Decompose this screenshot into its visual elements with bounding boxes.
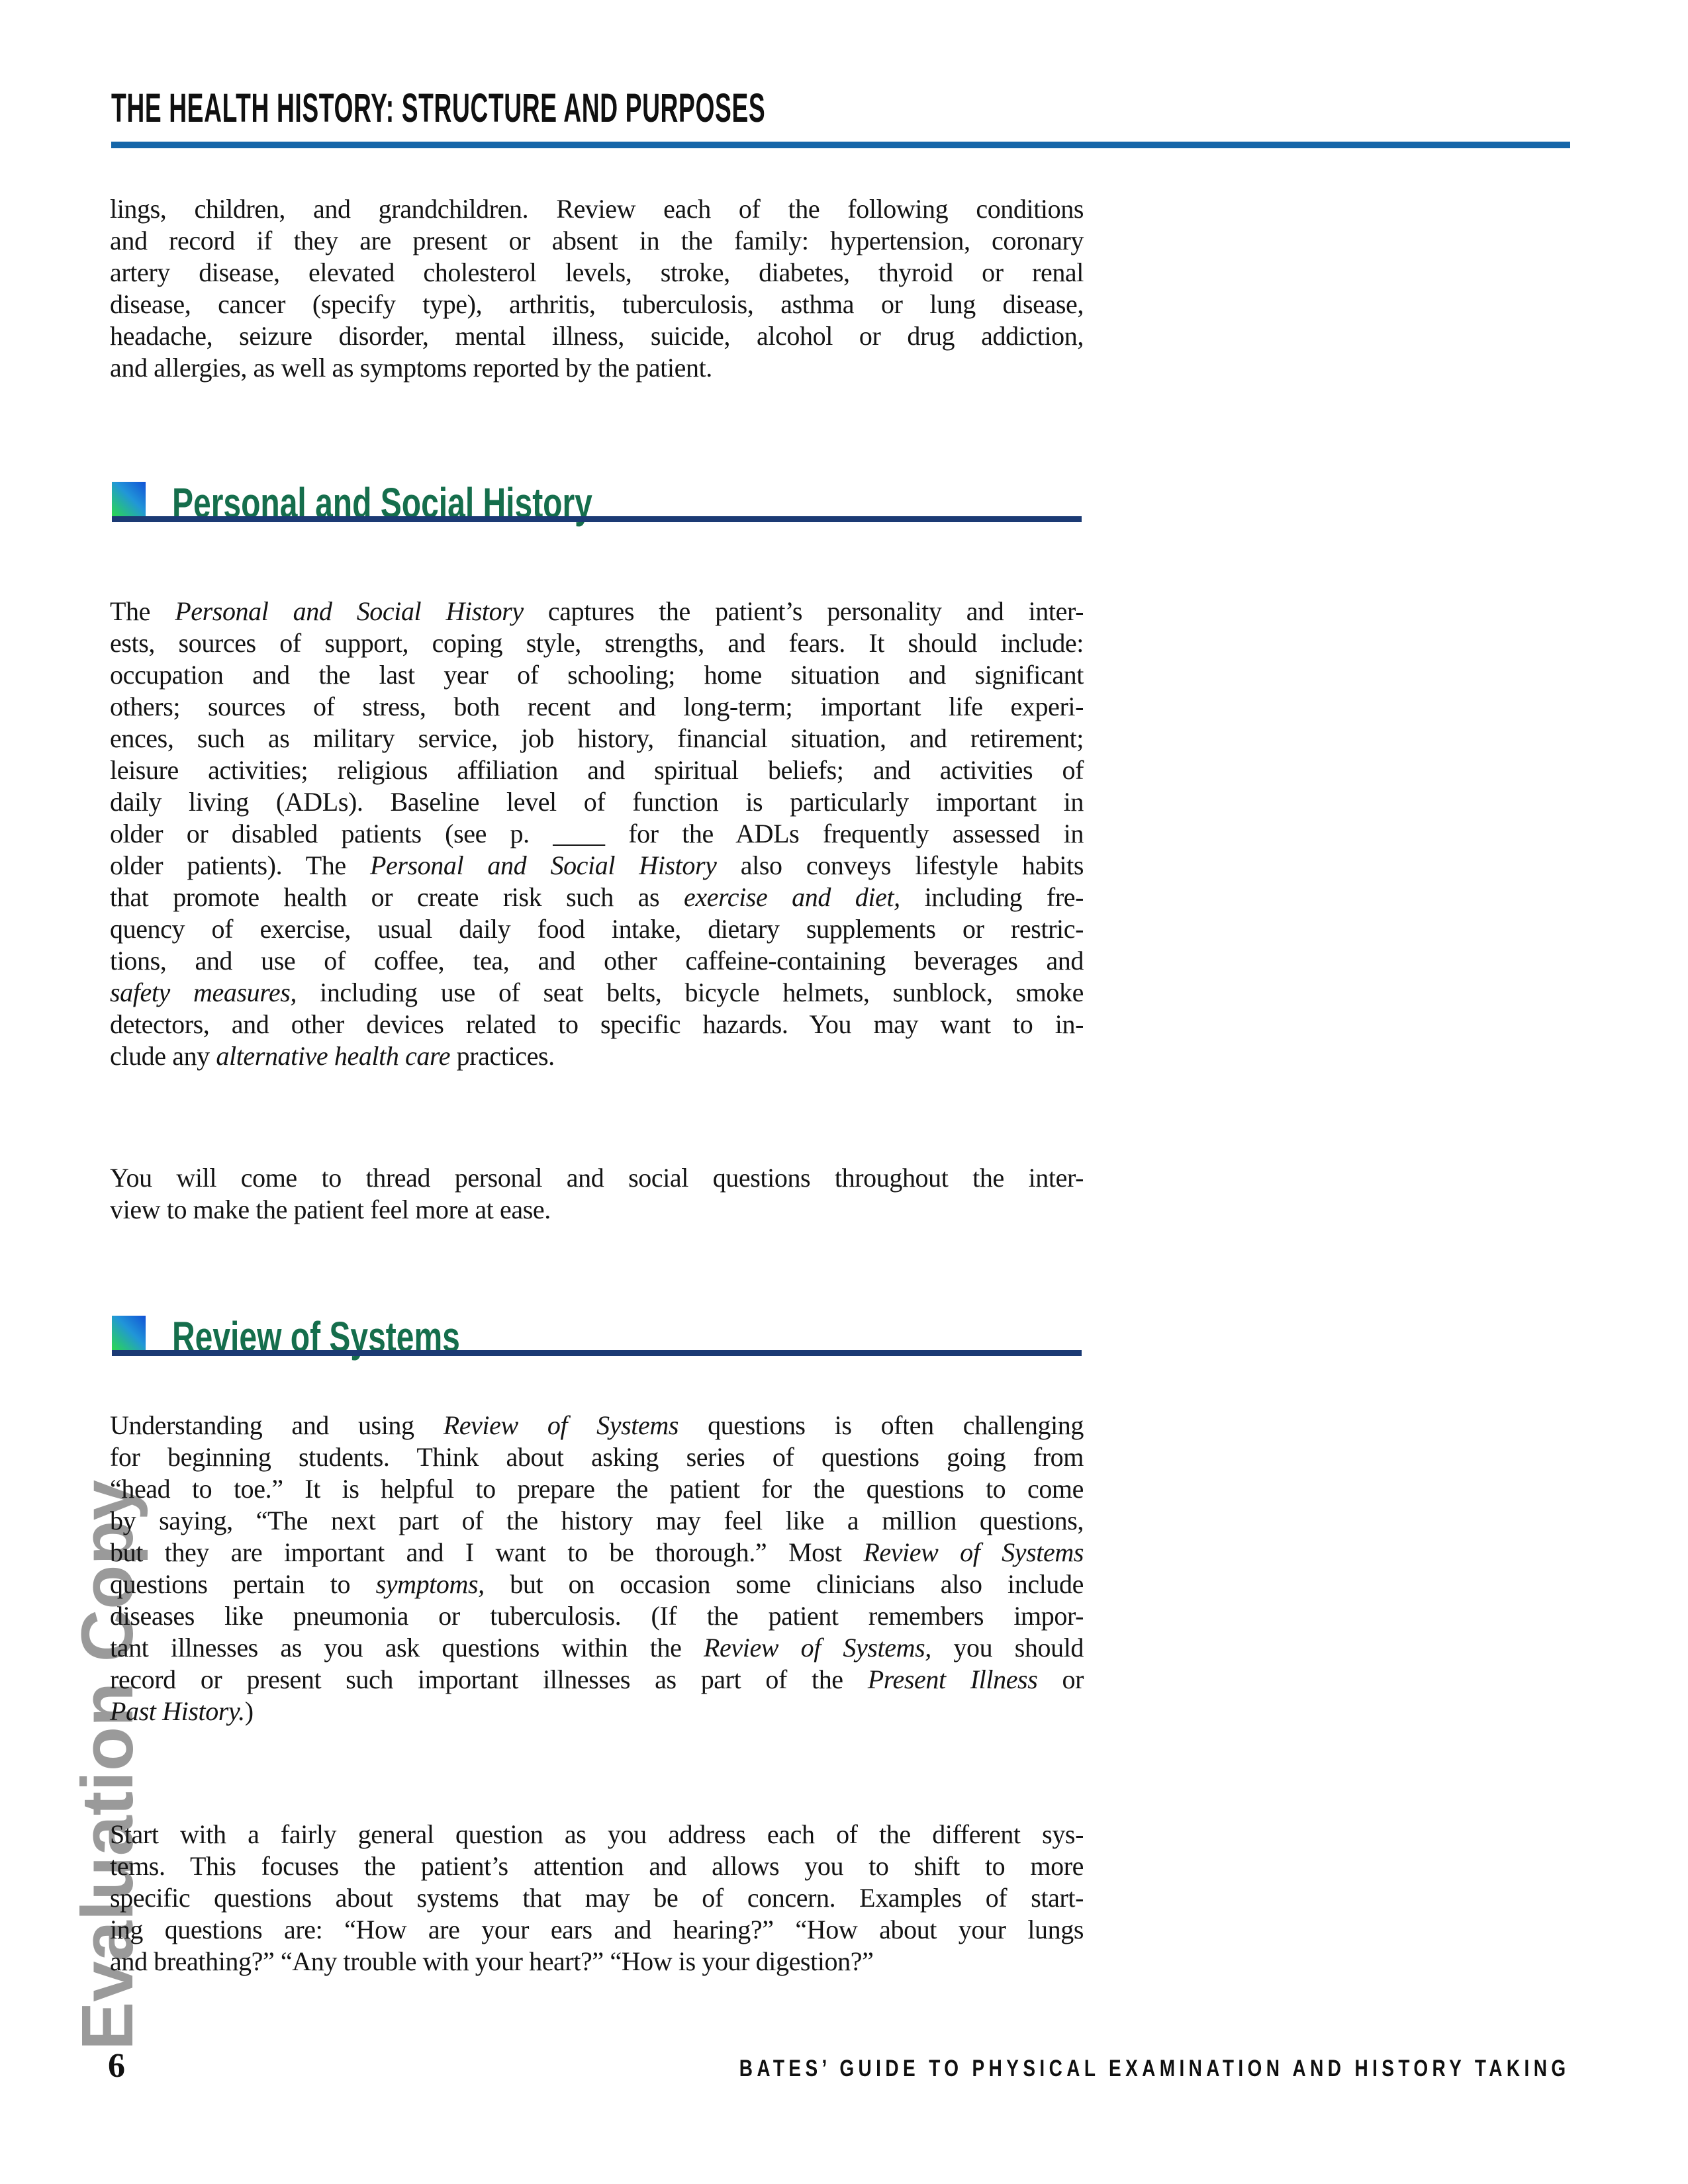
text-line: disease, cancer (specify type), arthriti… — [110, 289, 1084, 319]
text-line: Past History.) — [110, 1696, 254, 1726]
book-title-footer: BATES’ GUIDE TO PHYSICAL EXAMINATION AND… — [739, 2056, 1570, 2081]
paragraph-personal-social-history: The Personal and Social History captures… — [110, 596, 1084, 1072]
text-line: leisure activities; religious affiliatio… — [110, 755, 1084, 785]
text-line: quency of exercise, usual daily food int… — [110, 914, 1084, 944]
text-line: safety measures, including use of seat b… — [110, 978, 1084, 1007]
section-heading-rule — [112, 516, 1082, 522]
text-line: record or present such important illness… — [110, 1664, 1084, 1694]
text-line: and record if they are present or absent… — [110, 226, 1084, 255]
text-line: but they are important and I want to be … — [110, 1537, 1084, 1567]
text-line: for beginning students. Think about aski… — [110, 1442, 1084, 1472]
text-line: view to make the patient feel more at ea… — [110, 1195, 551, 1224]
text-line: older patients). The Personal and Social… — [110, 850, 1084, 880]
text-line: You will come to thread personal and soc… — [110, 1163, 1084, 1193]
text-line: older or disabled patients (see p. ____ … — [110, 819, 1084, 848]
text-line: questions pertain to symptoms, but on oc… — [110, 1569, 1084, 1599]
text-line: tems. This focuses the patient’s attenti… — [110, 1851, 1084, 1881]
text-line: others; sources of stress, both recent a… — [110, 692, 1084, 721]
text-line: lings, children, and grandchildren. Revi… — [110, 194, 1084, 224]
text-line: detectors, and other devices related to … — [110, 1009, 1084, 1039]
text-line: artery disease, elevated cholesterol lev… — [110, 257, 1084, 287]
text-line: tant illnesses as you ask questions with… — [110, 1633, 1084, 1662]
header-rule — [111, 142, 1570, 148]
paragraph-review-of-systems: Understanding and using Review of System… — [110, 1410, 1084, 1727]
text-line: tions, and use of coffee, tea, and other… — [110, 946, 1084, 976]
running-head: THE HEALTH HISTORY: STRUCTURE AND PURPOS… — [111, 85, 766, 130]
gradient-square-icon — [112, 1316, 146, 1350]
section-heading-review-of-systems: Review of Systems — [110, 1316, 1084, 1358]
text-line: Understanding and using Review of System… — [110, 1410, 1084, 1440]
text-line: ing questions are: “How are your ears an… — [110, 1915, 1084, 1944]
text-line: clude any alternative health care practi… — [110, 1041, 555, 1071]
text-line: “head to toe.” It is helpful to prepare … — [110, 1474, 1084, 1504]
text-line: diseases like pneumonia or tuberculosis.… — [110, 1601, 1084, 1631]
gradient-square-icon — [112, 482, 146, 516]
text-line: occupation and the last year of schoolin… — [110, 660, 1084, 690]
section-heading-personal-and-social-history: Personal and Social History — [110, 482, 1084, 524]
section-heading-rule — [112, 1350, 1082, 1356]
paragraph-starting-questions: Start with a fairly general question as … — [110, 1819, 1084, 1978]
text-line: and breathing?” “Any trouble with your h… — [110, 1946, 874, 1976]
text-line: Start with a fairly general question as … — [110, 1819, 1084, 1849]
paragraph-thread-questions: You will come to thread personal and soc… — [110, 1162, 1084, 1226]
text-line: that promote health or create risk such … — [110, 882, 1084, 912]
text-line: The Personal and Social History captures… — [110, 596, 1084, 626]
text-line: and allergies, as well as symptoms repor… — [110, 353, 712, 383]
text-line: by saying, “The next part of the history… — [110, 1506, 1084, 1535]
text-line: specific questions about systems that ma… — [110, 1883, 1084, 1913]
text-line: daily living (ADLs). Baseline level of f… — [110, 787, 1084, 817]
page-number: 6 — [108, 2047, 125, 2085]
text-line: ests, sources of support, coping style, … — [110, 628, 1084, 658]
text-line: ences, such as military service, job his… — [110, 723, 1084, 753]
text-line: headache, seizure disorder, mental illne… — [110, 321, 1084, 351]
paragraph-family-history: lings, children, and grandchildren. Revi… — [110, 193, 1084, 384]
